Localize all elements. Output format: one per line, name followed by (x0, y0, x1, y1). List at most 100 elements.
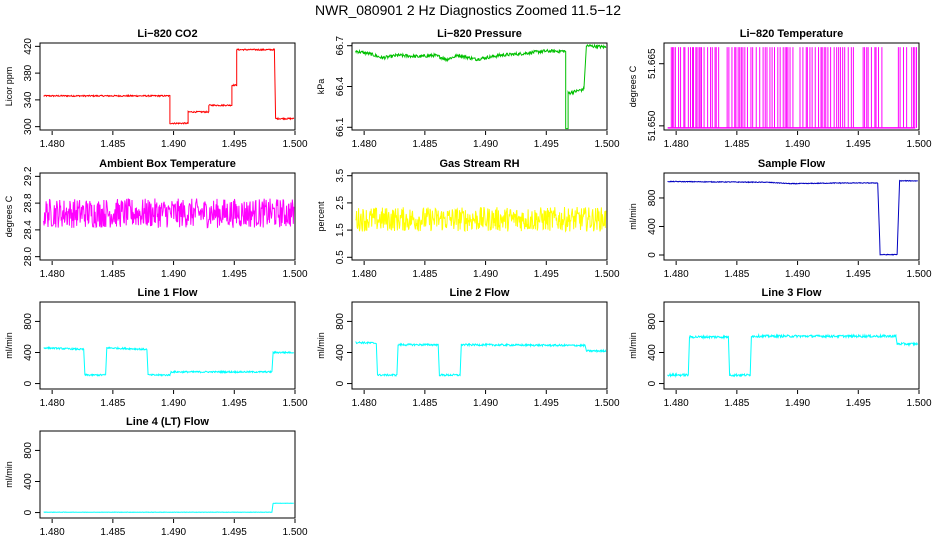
y-axis-label: ml/min (4, 461, 14, 488)
y-axis-label: percent (316, 201, 326, 232)
panel-title: Line 1 Flow (138, 287, 198, 299)
y-tick-label: 400 (23, 344, 34, 361)
x-tick-label: 1.490 (785, 139, 810, 150)
y-axis-label: Licor ppm (4, 67, 14, 107)
x-tick-label: 1.500 (282, 527, 307, 538)
x-tick-label: 1.490 (161, 139, 186, 150)
plot-frame (351, 301, 608, 390)
panel-7: Line 1 Flow ml/min 1.480 1.485 1.490 1.495 1.5… (4, 287, 308, 409)
panel-9: Line 3 Flow ml/min 1.480 1.485 1.490 1.495 1.5… (628, 287, 932, 409)
x-tick-label: 1.485 (412, 139, 437, 150)
plot-frame (663, 42, 920, 131)
panel-title: Line 2 Flow (450, 287, 510, 299)
y-tick-label: 340 (23, 91, 34, 108)
series-line (667, 179, 918, 256)
y-tick-label: 66.7 (335, 36, 346, 56)
panel-title: Li−820 CO2 (137, 28, 197, 40)
panel-8: Line 2 Flow ml/min 1.480 1.485 1.490 1.495 1.5… (316, 287, 620, 409)
x-tick-label: 1.480 (352, 139, 377, 150)
series-line (355, 340, 607, 377)
y-axis-label: ml/min (4, 332, 14, 359)
series-line (667, 333, 919, 378)
x-tick-label: 1.485 (100, 139, 125, 150)
series-line (355, 206, 607, 233)
y-axis-label: ml/min (316, 332, 326, 359)
x-tick-label: 1.500 (594, 139, 619, 150)
y-tick-label: 0 (23, 380, 34, 386)
y-tick-label: 300 (23, 118, 34, 135)
plot-frame (39, 172, 296, 261)
y-tick-label: 3.5 (335, 168, 346, 182)
y-tick-label: 0 (335, 380, 346, 386)
x-tick-label: 1.495 (846, 398, 871, 409)
x-tick-label: 1.495 (534, 139, 559, 150)
x-tick-label: 1.490 (161, 398, 186, 409)
y-tick-label: 28.0 (23, 246, 34, 266)
y-axis-label: ml/min (628, 332, 638, 359)
y-axis-label: kPa (316, 79, 326, 95)
plot-frame (39, 301, 296, 390)
y-tick-label: 0.5 (335, 250, 346, 264)
x-tick-label: 1.485 (412, 269, 437, 280)
x-tick-label: 1.495 (534, 398, 559, 409)
x-tick-label: 1.490 (785, 398, 810, 409)
x-tick-label: 1.480 (664, 269, 689, 280)
series-line (43, 48, 295, 125)
x-tick-label: 1.500 (906, 398, 931, 409)
panel-4: Ambient Box Temperature degrees C 1.480 1.4… (4, 158, 308, 280)
y-tick-label: 400 (647, 344, 658, 361)
y-tick-label: 800 (647, 313, 658, 330)
panel-title: Li−820 Pressure (437, 28, 522, 40)
plot-frame (39, 430, 296, 519)
y-tick-label: 800 (23, 442, 34, 459)
x-tick-label: 1.480 (664, 139, 689, 150)
panel-5: Gas Stream RH percent 1.480 1.485 1.490 1.495… (316, 158, 620, 280)
x-tick-label: 1.480 (40, 139, 65, 150)
x-tick-label: 1.485 (100, 527, 125, 538)
x-tick-label: 1.500 (282, 139, 307, 150)
plot-frame (351, 42, 608, 131)
y-tick-label: 800 (647, 189, 658, 206)
x-tick-label: 1.495 (222, 269, 247, 280)
x-tick-label: 1.500 (282, 269, 307, 280)
x-tick-label: 1.495 (222, 527, 247, 538)
series-line (43, 502, 294, 513)
panel-10: Line 4 (LT) Flow ml/min 1.480 1.485 1.490 1.4… (4, 416, 308, 538)
panel-title: Li−820 Temperature (740, 28, 843, 40)
x-tick-label: 1.485 (724, 269, 749, 280)
y-tick-label: 380 (23, 64, 34, 81)
y-tick-label: 800 (335, 313, 346, 330)
x-tick-label: 1.490 (161, 269, 186, 280)
panel-2: Li−820 Pressure kPa 1.480 1.485 1.490 1.495 1.… (316, 28, 620, 150)
x-tick-label: 1.490 (473, 139, 498, 150)
x-tick-label: 1.485 (100, 398, 125, 409)
series-line (43, 198, 295, 229)
y-tick-label: 400 (335, 344, 346, 361)
x-tick-label: 1.495 (846, 139, 871, 150)
plot-frame (39, 42, 296, 131)
x-tick-label: 1.500 (594, 398, 619, 409)
y-axis-label: degrees C (628, 65, 638, 107)
x-tick-label: 1.495 (222, 139, 247, 150)
x-tick-label: 1.495 (846, 269, 871, 280)
x-tick-label: 1.500 (594, 269, 619, 280)
x-tick-label: 1.480 (352, 269, 377, 280)
x-tick-label: 1.480 (40, 398, 65, 409)
x-tick-label: 1.480 (352, 398, 377, 409)
y-tick-label: 29.2 (23, 166, 34, 186)
x-tick-label: 1.485 (412, 398, 437, 409)
x-tick-label: 1.485 (724, 139, 749, 150)
y-tick-label: 0 (647, 252, 658, 258)
y-tick-label: 420 (23, 38, 34, 55)
y-tick-label: 2.5 (335, 196, 346, 210)
y-tick-label: 51.665 (647, 48, 658, 79)
panel-title: Line 4 (LT) Flow (126, 416, 209, 428)
x-tick-label: 1.495 (222, 398, 247, 409)
panel-title: Ambient Box Temperature (99, 158, 236, 170)
plot-frame (663, 172, 920, 261)
panel-3: Li−820 Temperature degrees C 1.480 1.485 1.4… (628, 28, 932, 150)
plot-frame (351, 172, 608, 261)
panel-1: Li−820 CO2 Licor ppm 1.480 1.485 1.490 1.495 1… (4, 28, 308, 150)
y-tick-label: 66.1 (335, 117, 346, 137)
